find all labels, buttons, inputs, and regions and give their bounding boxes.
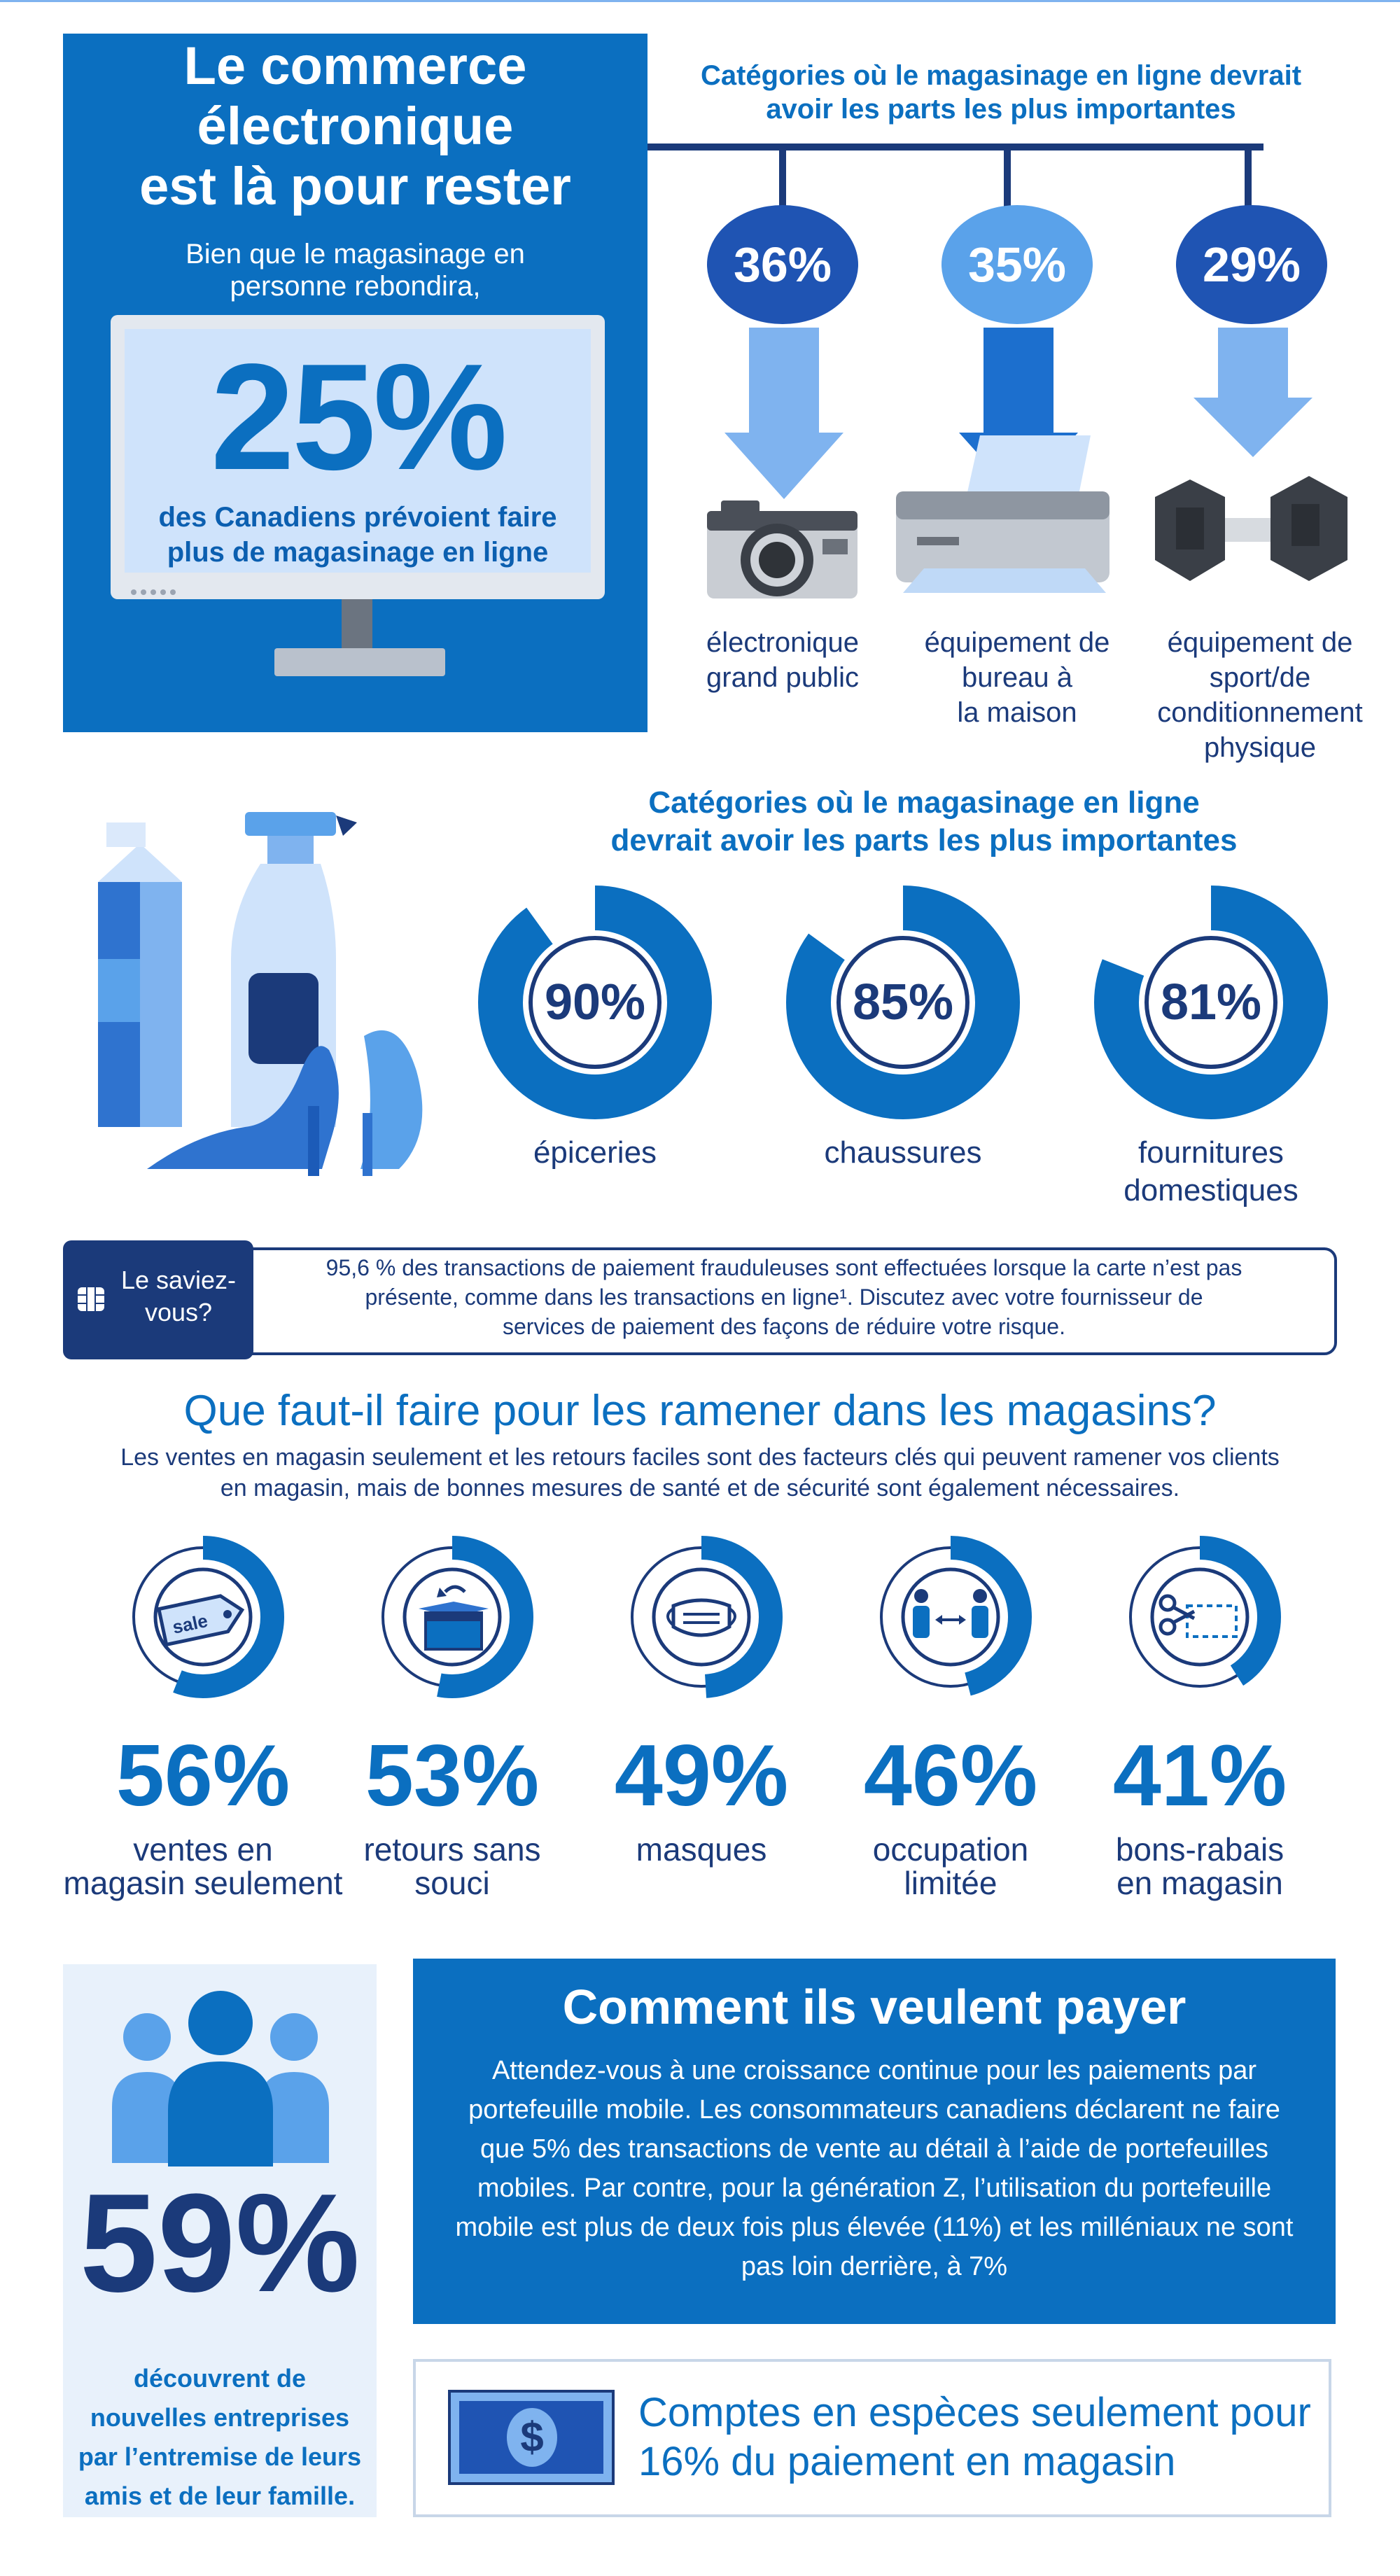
progress-arc [1119,1536,1281,1698]
payment-heading: Comment ils veulent payer [562,1980,1186,2034]
monitor-stand [342,599,372,650]
donut-label-groceries: épiceries [533,1135,657,1170]
friends-panel [63,1964,377,2517]
factor-pct-returns: 53% [365,1728,540,1824]
dollar-symbol: $ [520,2414,544,2460]
cash-bill-icon: $ [448,2390,615,2485]
category-pct-circle-3 [1176,205,1327,324]
return-box-ring [371,1536,533,1698]
camera-icon [707,500,858,598]
progress-arc [869,1536,1032,1698]
return-box-icon [419,1585,489,1651]
hero-description: des Canadiens prévoient faire plus de mag… [158,502,557,568]
did-you-know-box [218,1247,1337,1355]
cash-text: Comptes en espèces seulement pour 16% du … [638,2390,1311,2484]
card-chip-icon [78,1287,104,1311]
arrow-down-icon [724,328,844,499]
dumbbell-icon [1155,476,1348,581]
distancing-ring [869,1536,1032,1698]
coupon-ring [1119,1536,1281,1698]
sale-tag-ring [122,1536,284,1698]
donut-label-household: fournitures domestiques [1124,1135,1298,1208]
category-pct-2: 35% [967,237,1067,292]
category-pct-circle-2 [941,205,1093,324]
category-label-1: électronique grand public [706,627,859,693]
factor-pct-coupons: 41% [1112,1728,1287,1824]
hero-title: Le commerce électronique est là pour reste… [139,36,571,216]
donut-arc [786,886,1020,1119]
bring-back-heading: Que faut-il faire pour les ramener dans … [183,1387,1217,1435]
top-categories-heading: Catégories où le magasinage en ligne dev… [700,60,1302,125]
monitor-dots [130,587,193,595]
category-pct-circle-1 [707,205,858,324]
donut-pct-household: 81% [1160,974,1262,1030]
factor-pct-occupancy: 46% [863,1728,1038,1824]
printer-icon [896,435,1110,593]
category-label-3: équipement de sport/de conditionnement phys… [1157,627,1363,763]
donut-section-heading: Catégories où le magasinage en ligne devr… [610,785,1238,858]
top-rule [0,0,1400,2]
factor-label-coupons: bons-rabais en magasin [1115,1831,1284,1901]
bring-back-subtitle: Les ventes en magasin seulement et les r… [120,1444,1280,1502]
category-pct-3: 29% [1202,237,1301,292]
factor-pct-masks: 49% [614,1728,789,1824]
progress-arc [122,1536,284,1698]
donut-pct-shoes: 85% [852,974,954,1030]
factor-label-occupancy: occupation limitée [872,1831,1029,1901]
donut-arc [478,886,712,1119]
sale-tag-icon: sale [158,1594,245,1646]
monitor-screen [125,329,591,573]
did-you-know-text: 95,6 % des transactions de paiement frau… [326,1255,1242,1339]
hero-big-percentage: 25% [210,332,507,501]
household-goods-illustration [98,812,423,1176]
friends-pct: 59% [79,2165,360,2321]
mask-icon [666,1598,736,1637]
donut-arc [1094,886,1328,1119]
donut-pct-groceries: 90% [544,974,646,1030]
dollar-circle [507,2408,557,2467]
factor-pct-sale: 56% [115,1728,290,1824]
category-label-2: équipement de bureau à la maison [924,627,1110,728]
payment-text: Attendez-vous à une croissance continue … [455,2056,1294,2281]
mask-ring [620,1536,783,1698]
donut-label-shoes: chaussures [824,1135,982,1170]
monitor-base [274,648,445,676]
donut-chart-shoes [786,886,1020,1119]
arrow-down-icon [1194,328,1312,457]
donut-chart-household [1094,886,1328,1119]
progress-arc [620,1536,783,1698]
distancing-icon [913,1589,988,1638]
factor-label-masks: masques [636,1831,767,1868]
payment-panel [413,1959,1336,2324]
did-you-know-title: Le saviez-vous? [120,1266,237,1326]
people-group-icon [112,1991,329,2166]
friends-label: découvrent de nouvelles entreprises par l’… [78,2364,362,2510]
progress-arc [371,1536,533,1698]
donut-chart-groceries [478,886,712,1119]
category-pct-1: 36% [733,237,832,292]
coupon-icon [1158,1594,1238,1638]
hero-subtitle: Bien que le magasinage en personne rebond… [186,239,525,302]
factor-label-returns: retours sans souci [363,1831,541,1901]
factor-label-sale: ventes en magasin seulement [63,1831,343,1901]
connector-lines [648,144,1264,210]
